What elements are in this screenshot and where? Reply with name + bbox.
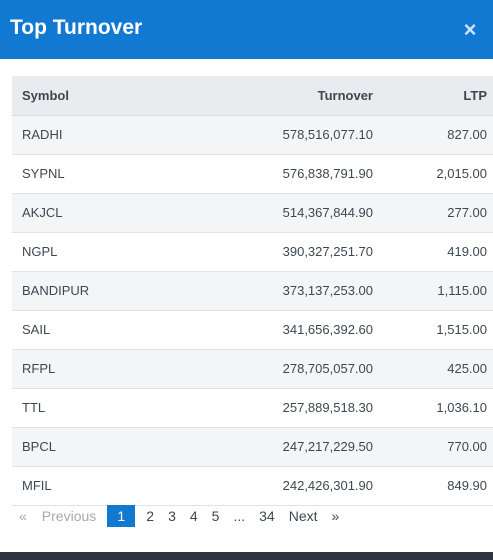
- first-page-arrow-icon: «: [19, 508, 27, 524]
- page-button-34[interactable]: 34: [259, 508, 275, 524]
- cell-ltp: 419.00: [383, 232, 493, 272]
- page-button-2[interactable]: 2: [146, 508, 155, 524]
- column-header-symbol[interactable]: Symbol: [12, 76, 182, 116]
- table-row[interactable]: RFPL 278,705,057.00 425.00: [12, 349, 493, 389]
- cell-ltp: 1,036.10: [383, 388, 493, 428]
- table-row[interactable]: BPCL 247,217,229.50 770.00: [12, 427, 493, 467]
- next-page-button[interactable]: Next: [288, 508, 318, 524]
- cell-symbol[interactable]: RFPL: [12, 349, 182, 389]
- cell-turnover: 576,838,791.90: [182, 154, 383, 194]
- cell-turnover: 278,705,057.00: [182, 349, 383, 389]
- close-icon[interactable]: ×: [463, 17, 477, 42]
- table-row[interactable]: RADHI 578,516,077.10 827.00: [12, 115, 493, 155]
- cell-symbol[interactable]: BANDIPUR: [12, 271, 182, 311]
- page-button-5[interactable]: 5: [211, 508, 220, 524]
- cell-ltp: 1,115.00: [383, 271, 493, 311]
- turnover-table-container: Symbol Turnover LTP RADHI 578,516,077.10…: [12, 76, 493, 506]
- cell-turnover: 242,426,301.90: [182, 466, 383, 506]
- cell-ltp: 2,015.00: [383, 154, 493, 194]
- cell-turnover: 257,889,518.30: [182, 388, 383, 428]
- table-row[interactable]: SYPNL 576,838,791.90 2,015.00: [12, 154, 493, 194]
- turnover-table: Symbol Turnover LTP RADHI 578,516,077.10…: [12, 76, 493, 506]
- page-button-4[interactable]: 4: [189, 508, 198, 524]
- cell-symbol[interactable]: AKJCL: [12, 193, 182, 233]
- cell-symbol[interactable]: TTL: [12, 388, 182, 428]
- background-page-strip: [0, 552, 493, 560]
- cell-turnover: 514,367,844.90: [182, 193, 383, 233]
- table-row[interactable]: BANDIPUR 373,137,253.00 1,115.00: [12, 271, 493, 311]
- table-row[interactable]: SAIL 341,656,392.60 1,515.00: [12, 310, 493, 350]
- table-row[interactable]: NGPL 390,327,251.70 419.00: [12, 232, 493, 272]
- cell-symbol[interactable]: SAIL: [12, 310, 182, 350]
- cell-ltp: 425.00: [383, 349, 493, 389]
- cell-turnover: 341,656,392.60: [182, 310, 383, 350]
- previous-page-button: Previous: [41, 508, 97, 524]
- cell-symbol[interactable]: SYPNL: [12, 154, 182, 194]
- cell-turnover: 373,137,253.00: [182, 271, 383, 311]
- cell-symbol[interactable]: RADHI: [12, 115, 182, 155]
- cell-ltp: 1,515.00: [383, 310, 493, 350]
- pagination: « Previous 1 2 3 4 5 ... 34 Next »: [12, 503, 346, 529]
- cell-turnover: 578,516,077.10: [182, 115, 383, 155]
- table-row[interactable]: TTL 257,889,518.30 1,036.10: [12, 388, 493, 428]
- cell-symbol[interactable]: MFIL: [12, 466, 182, 506]
- column-header-turnover[interactable]: Turnover: [182, 76, 383, 116]
- cell-ltp: 277.00: [383, 193, 493, 233]
- last-page-arrow-icon[interactable]: »: [331, 508, 340, 524]
- cell-ltp: 770.00: [383, 427, 493, 467]
- column-header-ltp[interactable]: LTP: [383, 76, 493, 116]
- cell-ltp: 849.90: [383, 466, 493, 506]
- pagination-ellipsis: ...: [233, 508, 246, 524]
- modal-title: Top Turnover: [10, 16, 143, 39]
- cell-turnover: 390,327,251.70: [182, 232, 383, 272]
- page-button-1[interactable]: 1: [107, 505, 136, 527]
- modal-header: Top Turnover ×: [0, 0, 493, 59]
- cell-ltp: 827.00: [383, 115, 493, 155]
- table-header-row: Symbol Turnover LTP: [12, 76, 493, 116]
- cell-symbol[interactable]: NGPL: [12, 232, 182, 272]
- cell-symbol[interactable]: BPCL: [12, 427, 182, 467]
- table-row[interactable]: MFIL 242,426,301.90 849.90: [12, 466, 493, 506]
- table-row[interactable]: AKJCL 514,367,844.90 277.00: [12, 193, 493, 233]
- cell-turnover: 247,217,229.50: [182, 427, 383, 467]
- page-button-3[interactable]: 3: [168, 508, 176, 524]
